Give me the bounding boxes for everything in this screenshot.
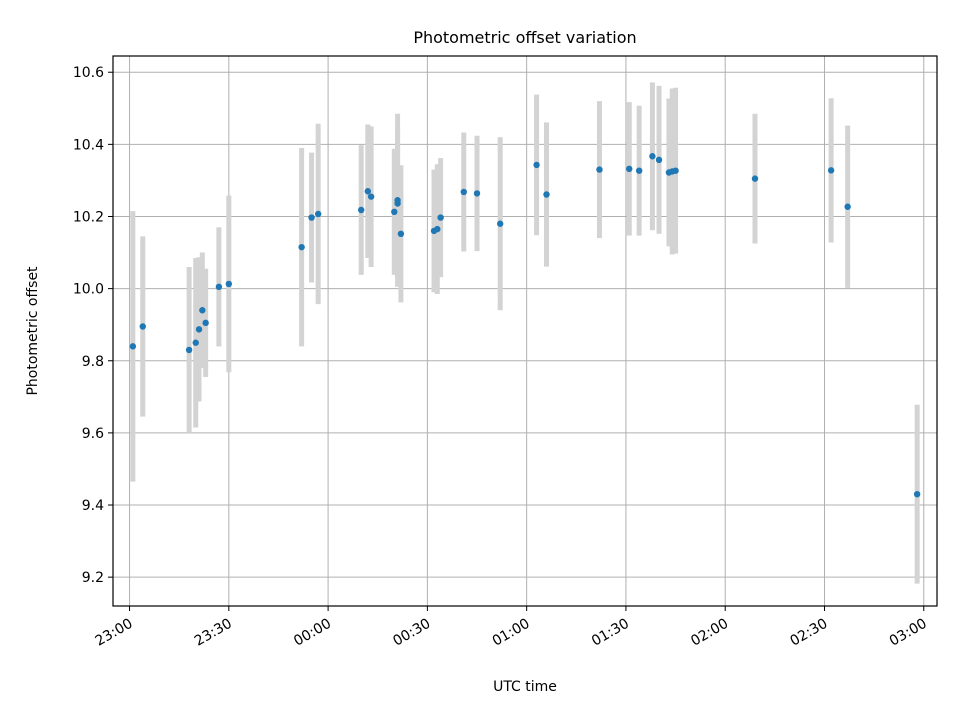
x-tick-label: 23:00: [93, 616, 136, 650]
data-point: [129, 343, 137, 350]
x-tick-label: 23:30: [192, 616, 235, 650]
x-tick-label: 00:00: [291, 616, 334, 650]
data-point: [139, 323, 146, 330]
errorbar-layer: [130, 82, 920, 584]
data-point: [672, 167, 679, 174]
grid-layer: [113, 56, 937, 606]
y-axis-label: Photometric offset: [25, 266, 41, 396]
data-point: [364, 188, 372, 195]
data-point: [357, 206, 365, 214]
data-point: [460, 188, 467, 196]
data-point: [185, 346, 193, 354]
x-tick-label: 02:00: [688, 616, 731, 650]
x-tick-label: 01:00: [490, 616, 533, 650]
data-point: [496, 220, 504, 227]
data-point: [434, 225, 441, 233]
data-point: [308, 214, 315, 221]
data-point: [394, 197, 401, 204]
plot-frame: [112, 55, 938, 607]
data-point: [367, 193, 375, 200]
point-layer: [129, 153, 921, 498]
x-tick-layer: 23:00 23:30 00:00 00:30 01:00 01:30 02:00 02:30…: [93, 606, 930, 650]
data-point: [215, 283, 223, 291]
data-point: [391, 208, 398, 216]
y-tick-label: 10.6: [73, 65, 104, 81]
x-tick-label: 00:30: [390, 616, 433, 650]
data-point: [626, 165, 633, 173]
data-point: [913, 490, 921, 498]
y-tick-label: 9.8: [82, 354, 104, 370]
x-axis-label: UTC time: [493, 679, 557, 695]
data-point: [195, 326, 203, 333]
data-point: [533, 161, 540, 169]
data-point: [314, 210, 322, 218]
x-tick-label: 02:30: [788, 616, 831, 650]
data-point: [635, 167, 643, 174]
data-point: [473, 190, 481, 197]
data-point: [649, 153, 656, 160]
data-point: [192, 339, 199, 346]
y-tick-layer: 9.2 9.4 9.6 9.8 10.0 10.2 10.4 10.6: [73, 65, 113, 586]
data-point: [751, 175, 759, 182]
x-tick-label: 01:30: [589, 616, 632, 650]
y-tick-label: 10.0: [73, 282, 104, 298]
chart-title: Photometric offset variation: [413, 28, 636, 47]
y-tick-label: 10.4: [73, 137, 104, 153]
data-point: [655, 156, 663, 164]
data-point: [298, 243, 305, 251]
data-point: [225, 280, 233, 288]
data-point: [199, 307, 206, 314]
y-tick-label: 9.6: [82, 426, 104, 442]
data-point: [202, 319, 209, 327]
data-point: [543, 191, 550, 198]
y-tick-label: 10.2: [73, 209, 104, 225]
y-tick-label: 9.4: [82, 498, 104, 514]
data-point: [827, 167, 835, 174]
data-point: [596, 166, 603, 173]
y-tick-label: 9.2: [82, 570, 104, 586]
data-point: [437, 214, 444, 221]
data-point: [397, 230, 405, 238]
x-tick-label: 03:00: [887, 616, 930, 650]
data-point: [844, 203, 851, 210]
